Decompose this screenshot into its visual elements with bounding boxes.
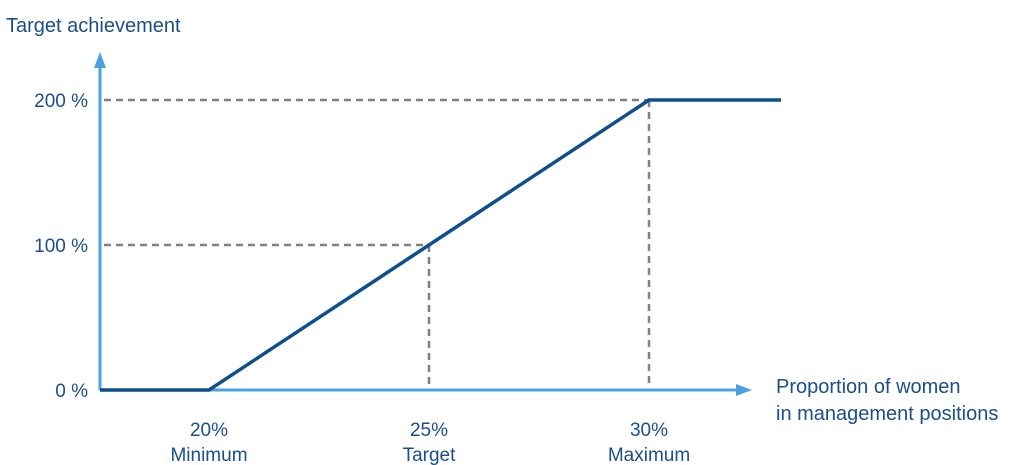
y-axis-arrow [94, 52, 106, 68]
y-tick-label: 100 % [34, 236, 88, 257]
x-tick-label: 20% [190, 420, 228, 441]
guide-lines [104, 98, 651, 388]
x-tick-labels: 20% Minimum 25% Target 30% Maximum [170, 420, 690, 465]
y-axis-label: Target achievement [6, 15, 181, 37]
axes [94, 52, 752, 396]
x-axis-arrow [736, 384, 752, 396]
x-tick-label: 30% [630, 420, 668, 441]
x-tick-sublabel: Minimum [170, 445, 247, 465]
x-tick-sublabel: Maximum [608, 445, 690, 465]
y-tick-label: 0 % [55, 381, 88, 402]
x-tick-label: 25% [410, 420, 448, 441]
series-line-0 [100, 98, 781, 392]
y-tick-label: 200 % [34, 91, 88, 112]
x-axis-label-line-1: Proportion of women [776, 376, 961, 398]
series-group [100, 98, 781, 392]
y-tick-labels: 0 % 100 % 200 % [34, 91, 88, 402]
x-tick-sublabel: Target [403, 445, 457, 465]
x-axis-label-line-2: in management positions [776, 403, 998, 425]
